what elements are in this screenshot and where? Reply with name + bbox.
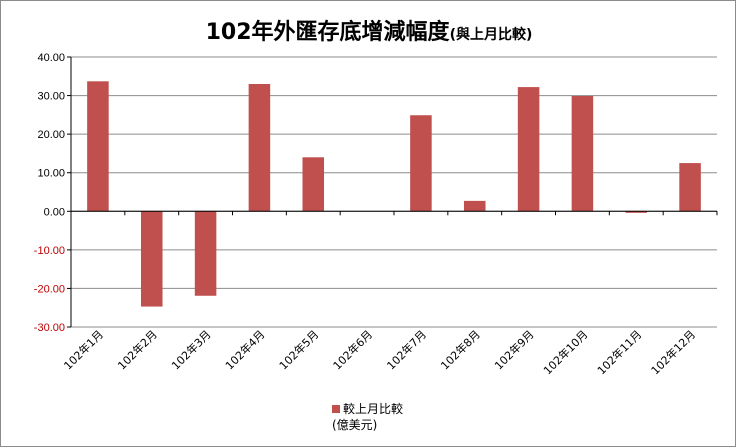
legend-unit: (億美元) bbox=[332, 418, 377, 432]
x-tick-label: 102年5月 bbox=[276, 327, 321, 372]
y-tick-label: 10.00 bbox=[37, 168, 65, 180]
y-tick-label: -30.00 bbox=[34, 322, 65, 334]
x-tick-label: 102年2月 bbox=[115, 327, 160, 372]
bar bbox=[410, 115, 432, 212]
x-tick-label: 102年7月 bbox=[384, 327, 429, 372]
y-tick-label: 40.00 bbox=[37, 52, 65, 64]
x-tick-label: 102年3月 bbox=[168, 327, 213, 372]
bar bbox=[248, 84, 271, 212]
bars bbox=[87, 81, 701, 307]
x-tick-label: 102年10月 bbox=[540, 327, 590, 377]
bar bbox=[517, 87, 540, 212]
chart-title-main: 102年外匯存底增減幅度 bbox=[206, 19, 451, 45]
bar bbox=[302, 157, 325, 212]
x-tick-labels: 102年1月 102年2月 102年3月 102年4月 102年5月 102年6月 102年… bbox=[61, 327, 698, 377]
x-tick-label: 102年4月 bbox=[222, 327, 267, 372]
bar bbox=[679, 163, 701, 212]
y-tick-label: -20.00 bbox=[34, 283, 65, 295]
chart-title: 102年外匯存底增減幅度(與上月比較) bbox=[206, 19, 533, 45]
x-tick-label: 102年8月 bbox=[438, 327, 483, 372]
x-tick-label: 102年11月 bbox=[594, 327, 644, 377]
y-tick-labels: 40.00 30.00 20.00 10.00 0.00 -10.00 -20.00 -30.… bbox=[34, 52, 65, 334]
bar bbox=[571, 95, 594, 212]
legend-series-name: 較上月比較 bbox=[343, 401, 403, 416]
bar bbox=[194, 211, 217, 296]
bar bbox=[140, 211, 163, 307]
x-tick-label: 102年1月 bbox=[61, 327, 106, 372]
y-tick-label: 20.00 bbox=[37, 129, 65, 141]
chart-subtitle: (與上月比較) bbox=[450, 26, 533, 43]
x-tick-label: 102年9月 bbox=[491, 327, 536, 372]
x-tick-label: 102年6月 bbox=[330, 327, 375, 372]
y-tick-label: 30.00 bbox=[37, 91, 65, 103]
bar bbox=[625, 211, 648, 213]
axes bbox=[70, 57, 718, 327]
legend-swatch bbox=[332, 405, 340, 413]
legend: 較上月比較 (億美元) bbox=[332, 401, 403, 432]
bar bbox=[87, 81, 109, 212]
y-tick-label: 0.00 bbox=[44, 206, 65, 218]
y-tick-label: -10.00 bbox=[34, 245, 65, 257]
bar bbox=[463, 200, 486, 212]
x-tick-label: 102年12月 bbox=[648, 327, 698, 377]
gridlines bbox=[67, 56, 717, 328]
